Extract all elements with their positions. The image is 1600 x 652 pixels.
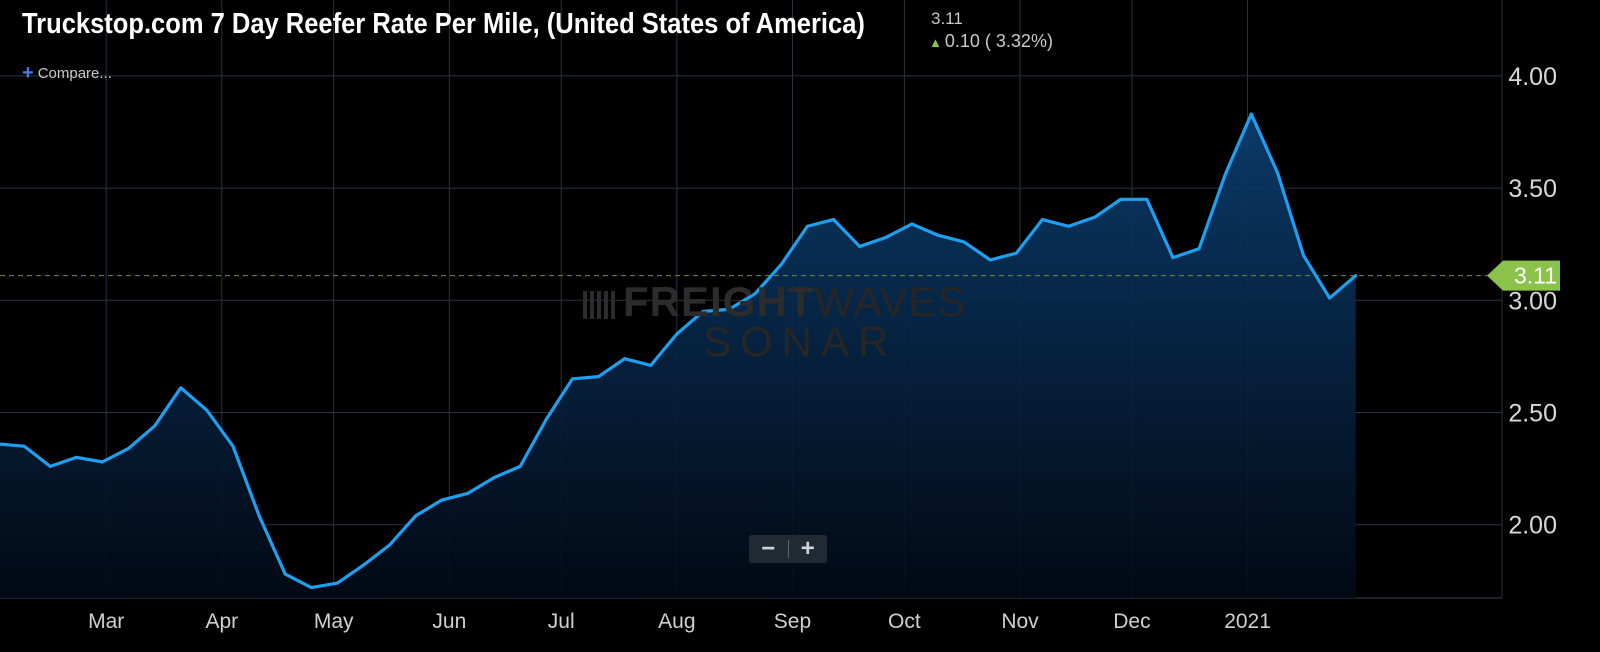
change-text: ▲ 0.10 ( 3.32%) xyxy=(929,31,1053,52)
data-point xyxy=(1354,274,1358,278)
x-axis-labels: Mar Apr May Jun Jul Aug Sep Oct Nov Dec 2021 xyxy=(88,610,1271,633)
data-point xyxy=(48,464,52,468)
x-tick-label: Apr xyxy=(205,610,238,633)
data-point xyxy=(1145,197,1149,201)
data-point xyxy=(805,224,809,228)
data-point xyxy=(153,424,157,428)
data-point xyxy=(1275,170,1279,174)
zoom-out-button[interactable]: − xyxy=(761,535,776,562)
data-point xyxy=(649,363,653,367)
data-point xyxy=(884,235,888,239)
data-point xyxy=(597,375,601,379)
y-tick-label: 3.50 xyxy=(1508,175,1557,203)
compare-button[interactable]: + Compare... xyxy=(22,62,112,85)
data-point xyxy=(492,476,496,480)
x-tick-label: Sep xyxy=(774,610,811,633)
data-point xyxy=(962,240,966,244)
data-point xyxy=(414,514,418,518)
data-point xyxy=(362,563,366,567)
data-point xyxy=(179,386,183,390)
data-point xyxy=(388,543,392,547)
data-point xyxy=(675,332,679,336)
data-point xyxy=(1093,215,1097,219)
up-arrow-icon: ▲ xyxy=(929,35,942,50)
y-tick-label: 2.50 xyxy=(1508,400,1557,428)
data-point xyxy=(570,377,574,381)
data-point xyxy=(257,514,261,518)
x-tick-label: Jul xyxy=(548,610,575,633)
data-point xyxy=(753,292,757,296)
x-tick-label: Dec xyxy=(1113,610,1150,633)
last-value-text: 3.11 xyxy=(931,9,963,28)
data-point xyxy=(440,498,444,502)
compare-label: Compare... xyxy=(37,65,112,82)
zoom-in-button[interactable]: + xyxy=(800,535,815,562)
data-point xyxy=(1302,253,1305,257)
change-value: 0.10 ( 3.32%) xyxy=(944,31,1053,51)
y-tick-label: 3.00 xyxy=(1508,287,1557,315)
plus-icon: + xyxy=(22,62,34,84)
data-point xyxy=(623,357,627,361)
y-axis-labels: 2.00 2.50 3.00 3.50 4.00 xyxy=(1508,63,1557,540)
data-point xyxy=(335,581,339,585)
data-point xyxy=(1040,218,1044,222)
data-point xyxy=(1119,197,1123,201)
x-tick-label: Mar xyxy=(88,610,124,633)
zoom-control: − + xyxy=(749,535,827,563)
y-tick-label: 4.00 xyxy=(1508,63,1557,91)
data-point xyxy=(701,310,705,314)
data-point xyxy=(466,491,470,495)
data-point xyxy=(231,444,235,448)
data-point xyxy=(127,446,131,450)
data-point xyxy=(936,233,940,237)
data-point xyxy=(779,262,783,266)
data-point xyxy=(1171,256,1175,260)
x-tick-label: 2021 xyxy=(1224,610,1271,633)
data-point xyxy=(988,258,992,262)
data-point xyxy=(518,464,522,468)
x-tick-label: May xyxy=(314,610,354,633)
x-tick-label: Jun xyxy=(432,610,466,633)
data-point xyxy=(832,218,836,222)
data-point xyxy=(1014,251,1018,255)
data-point xyxy=(858,244,862,248)
chart-title: Truckstop.com 7 Day Reefer Rate Per Mile… xyxy=(22,8,865,40)
data-point xyxy=(74,455,78,459)
data-point xyxy=(1197,247,1201,251)
last-value-badge: 3.11 xyxy=(1487,260,1560,291)
series-points xyxy=(22,112,1358,590)
data-point xyxy=(1328,296,1332,300)
data-point xyxy=(309,586,313,590)
zoom-separator xyxy=(787,540,789,558)
last-value-badge-label: 3.11 xyxy=(1514,263,1557,289)
data-point xyxy=(1223,173,1227,177)
data-point xyxy=(283,572,287,576)
data-point xyxy=(910,222,914,226)
data-point xyxy=(100,460,104,464)
data-point xyxy=(1249,112,1253,116)
x-tick-label: Nov xyxy=(1001,610,1039,633)
series-area-fill xyxy=(0,114,1356,598)
data-point xyxy=(544,417,548,421)
data-point xyxy=(205,408,209,412)
data-point xyxy=(1067,224,1071,228)
data-point xyxy=(22,444,26,448)
y-tick-label: 2.00 xyxy=(1508,512,1557,540)
data-point xyxy=(727,307,731,311)
x-tick-label: Aug xyxy=(658,610,695,633)
x-tick-label: Oct xyxy=(888,610,921,633)
